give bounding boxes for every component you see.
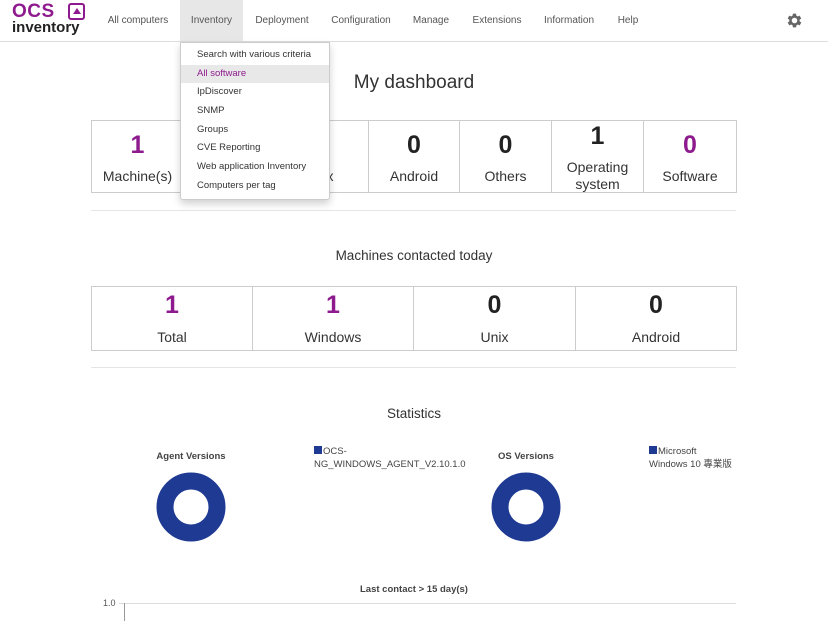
stat-value: 1: [326, 291, 340, 319]
os-versions-donut[interactable]: [491, 472, 561, 542]
stat-value: 0: [407, 131, 421, 159]
legend-label-line1: Microsoft: [658, 446, 697, 457]
nav-manage[interactable]: Manage: [412, 15, 450, 26]
nav-help[interactable]: Help: [617, 15, 639, 26]
stat-label: Windows: [304, 329, 362, 345]
section-title-contacted: Machines contacted today: [335, 248, 493, 263]
legend-label-line2: NG_WINDOWS_AGENT_V2.10.1.0: [314, 459, 466, 470]
stat-label: Operating system: [566, 159, 629, 192]
page-title: My dashboard: [353, 72, 475, 93]
stat-label: Unix: [480, 329, 509, 345]
nav-inventory[interactable]: Inventory: [180, 0, 243, 41]
menu-item-cve-reporting[interactable]: CVE Reporting: [197, 142, 261, 153]
y-tick-label: 1.0: [103, 598, 116, 608]
legend-label-line2: Windows 10 專業版: [649, 459, 732, 470]
stat-software[interactable]: 0 Software: [643, 120, 737, 193]
menu-item-snmp[interactable]: SNMP: [197, 105, 225, 116]
nav-configuration[interactable]: Configuration: [331, 15, 391, 26]
stat-label: Software: [662, 168, 718, 184]
agent-chart-legend[interactable]: OCS- NG_WINDOWS_AGENT_V2.10.1.0: [314, 445, 484, 471]
menu-item-search[interactable]: Search with various criteria: [197, 49, 312, 60]
agent-chart-title: Agent Versions: [156, 451, 226, 462]
stat-value: 1: [165, 291, 179, 319]
logo-text-bottom: inventory: [12, 19, 80, 36]
stat-label: Total: [157, 329, 187, 345]
last-contact-chart-title: Last contact > 15 day(s): [360, 584, 468, 595]
menu-item-web-app-inventory[interactable]: Web application Inventory: [197, 161, 307, 172]
os-donut-slice[interactable]: [491, 472, 561, 542]
legend-swatch: [649, 446, 657, 454]
stat-label: Machine(s): [102, 168, 173, 184]
divider: [91, 210, 736, 211]
y-axis-line: [124, 603, 125, 621]
divider: [91, 367, 736, 368]
nav-deployment[interactable]: Deployment: [255, 15, 309, 26]
stat-value: 0: [683, 131, 697, 159]
menu-item-groups[interactable]: Groups: [197, 124, 229, 135]
stat-android[interactable]: 0 Android: [368, 120, 460, 193]
stat-label: x: [326, 168, 334, 184]
stat-value: 1: [590, 122, 605, 150]
stat-value: 0: [649, 291, 663, 319]
stat-value: 0: [498, 131, 513, 159]
gear-icon[interactable]: [785, 11, 804, 30]
menu-item-all-software[interactable]: All software: [181, 65, 329, 83]
stat-value: 1: [130, 131, 145, 159]
stat-others[interactable]: 0 Others: [459, 120, 552, 193]
os-chart-title: OS Versions: [498, 451, 554, 462]
agent-versions-donut[interactable]: [156, 472, 226, 542]
stat-label: Android: [631, 329, 681, 345]
nav-information[interactable]: Information: [543, 15, 595, 26]
logo-box-icon: [68, 3, 85, 20]
stat-label: Others: [484, 168, 527, 184]
contacted-windows[interactable]: 1 Windows: [252, 286, 414, 351]
contacted-total[interactable]: 1 Total: [91, 286, 253, 351]
ocs-inventory-logo[interactable]: OCS inventory: [12, 1, 86, 37]
contacted-android[interactable]: 0 Android: [575, 286, 737, 351]
agent-donut-slice[interactable]: [156, 472, 226, 542]
stat-label: Android: [389, 168, 439, 184]
section-title-statistics: Statistics: [386, 406, 441, 421]
nav-all-computers[interactable]: All computers: [107, 15, 169, 26]
menu-item-ipdiscover[interactable]: IpDiscover: [197, 86, 242, 97]
stat-machines[interactable]: 1 Machine(s): [91, 120, 184, 193]
inventory-dropdown-menu: Search with various criteria All softwar…: [180, 42, 330, 200]
nav-extensions[interactable]: Extensions: [472, 15, 522, 26]
menu-item-computers-per-tag[interactable]: Computers per tag: [197, 180, 276, 191]
stat-value: 0: [487, 291, 502, 319]
contacted-unix[interactable]: 0 Unix: [413, 286, 576, 351]
stat-operating-system[interactable]: 1 Operating system: [551, 120, 644, 193]
legend-swatch: [314, 446, 322, 454]
legend-label-line1: OCS-: [323, 446, 347, 457]
os-chart-legend[interactable]: Microsoft Windows 10 專業版: [649, 445, 769, 471]
gridline: [119, 603, 736, 604]
logo-text-top: OCS: [12, 1, 55, 22]
top-navbar: OCS inventory All computers Inventory De…: [0, 0, 828, 42]
